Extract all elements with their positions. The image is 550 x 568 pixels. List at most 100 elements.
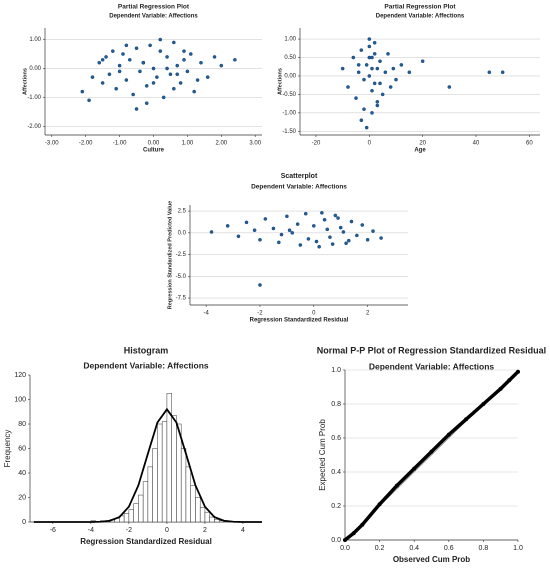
point: [209, 230, 214, 234]
point: [161, 95, 166, 100]
x-tick-label: 0.6: [444, 545, 454, 552]
point: [104, 55, 108, 59]
y-tick-label: 0.0: [331, 537, 341, 544]
y-tick-label: 0.00: [284, 74, 296, 80]
point: [447, 85, 452, 89]
y-tick-label: -0.50: [282, 92, 296, 98]
point: [394, 77, 398, 82]
point: [117, 69, 122, 74]
point: [328, 235, 332, 239]
point: [124, 78, 129, 82]
point: [97, 60, 102, 65]
x-tick-label: 0.00: [148, 141, 160, 147]
point: [354, 96, 358, 100]
point: [271, 226, 276, 231]
point: [391, 66, 396, 71]
x-tick-label: -1.00: [113, 141, 127, 147]
y-tick-label: 0.00: [29, 66, 41, 72]
x-tick-label: 2: [203, 527, 207, 534]
y-tick-label: 0: [22, 519, 26, 526]
x-axis-label: Observed Cum Prob: [393, 555, 470, 564]
point: [182, 49, 186, 53]
y-tick-label: -1.50: [282, 129, 296, 135]
point: [141, 60, 146, 65]
y-tick-label: 40: [18, 470, 26, 477]
x-tick-label: 0.4: [409, 545, 419, 552]
point: [252, 228, 257, 233]
point: [446, 432, 451, 437]
x-tick-label: 1.00: [182, 141, 194, 147]
x-tick-label: -4: [88, 527, 94, 534]
point: [87, 98, 91, 103]
y-tick-label: 0.8: [331, 401, 341, 408]
point: [303, 211, 308, 216]
y-tick-label: 80: [18, 421, 26, 428]
point: [117, 63, 122, 68]
point: [121, 52, 125, 56]
point: [364, 125, 369, 130]
point: [343, 538, 347, 542]
x-tick-label: 3.00: [249, 141, 261, 147]
x-tick-label: 60: [526, 141, 533, 147]
bar: [180, 448, 187, 523]
point: [378, 81, 382, 86]
bar: [209, 516, 215, 523]
point: [188, 52, 193, 56]
point: [362, 77, 366, 82]
y-tick-label: -5.0: [176, 274, 187, 280]
point: [375, 99, 380, 104]
y-tick-label: -7.5: [176, 296, 187, 302]
point: [346, 238, 351, 243]
point: [375, 103, 380, 108]
chart-subtitle: Dependent Variable: Affections: [109, 14, 198, 20]
point: [263, 217, 268, 221]
x-tick-label: -2: [257, 311, 263, 317]
bar: [204, 511, 210, 523]
point: [377, 502, 382, 507]
point: [364, 63, 369, 67]
point: [351, 55, 356, 60]
point: [407, 70, 412, 75]
bar: [152, 448, 158, 523]
point: [351, 531, 356, 536]
x-tick-label: 0: [312, 311, 316, 317]
x-tick-label: 40: [473, 141, 480, 147]
point: [285, 214, 289, 219]
point: [378, 59, 382, 64]
x-axis-label: Culture: [143, 148, 165, 154]
point: [386, 52, 390, 56]
point: [134, 46, 139, 51]
point: [298, 243, 303, 247]
bar: [133, 503, 139, 523]
point: [80, 89, 85, 94]
point: [359, 118, 364, 123]
point: [370, 66, 374, 71]
point: [134, 107, 139, 111]
point: [429, 449, 434, 454]
bar: [123, 513, 130, 523]
point: [212, 55, 217, 59]
bar: [138, 494, 144, 523]
y-tick-label: 0.2: [331, 503, 341, 510]
point: [394, 483, 399, 488]
point: [375, 66, 380, 71]
pp-line: [343, 370, 520, 542]
point: [399, 63, 404, 67]
point: [481, 402, 486, 406]
point: [175, 72, 180, 77]
bar: [195, 497, 201, 523]
point: [380, 92, 385, 97]
point: [325, 227, 330, 232]
y-tick-label: -1.00: [27, 95, 41, 101]
bar: [142, 481, 149, 523]
point: [175, 63, 180, 68]
y-axis-label: Regression Standardized Predicted Value: [167, 201, 173, 310]
x-tick-label: -2: [126, 527, 132, 534]
x-tick-label: 0: [165, 527, 169, 534]
point: [155, 75, 159, 79]
point: [336, 216, 340, 220]
x-tick-label: 0.2: [375, 545, 385, 552]
point: [365, 237, 370, 242]
y-axis-label: Frequency: [3, 430, 12, 468]
point: [346, 85, 350, 89]
